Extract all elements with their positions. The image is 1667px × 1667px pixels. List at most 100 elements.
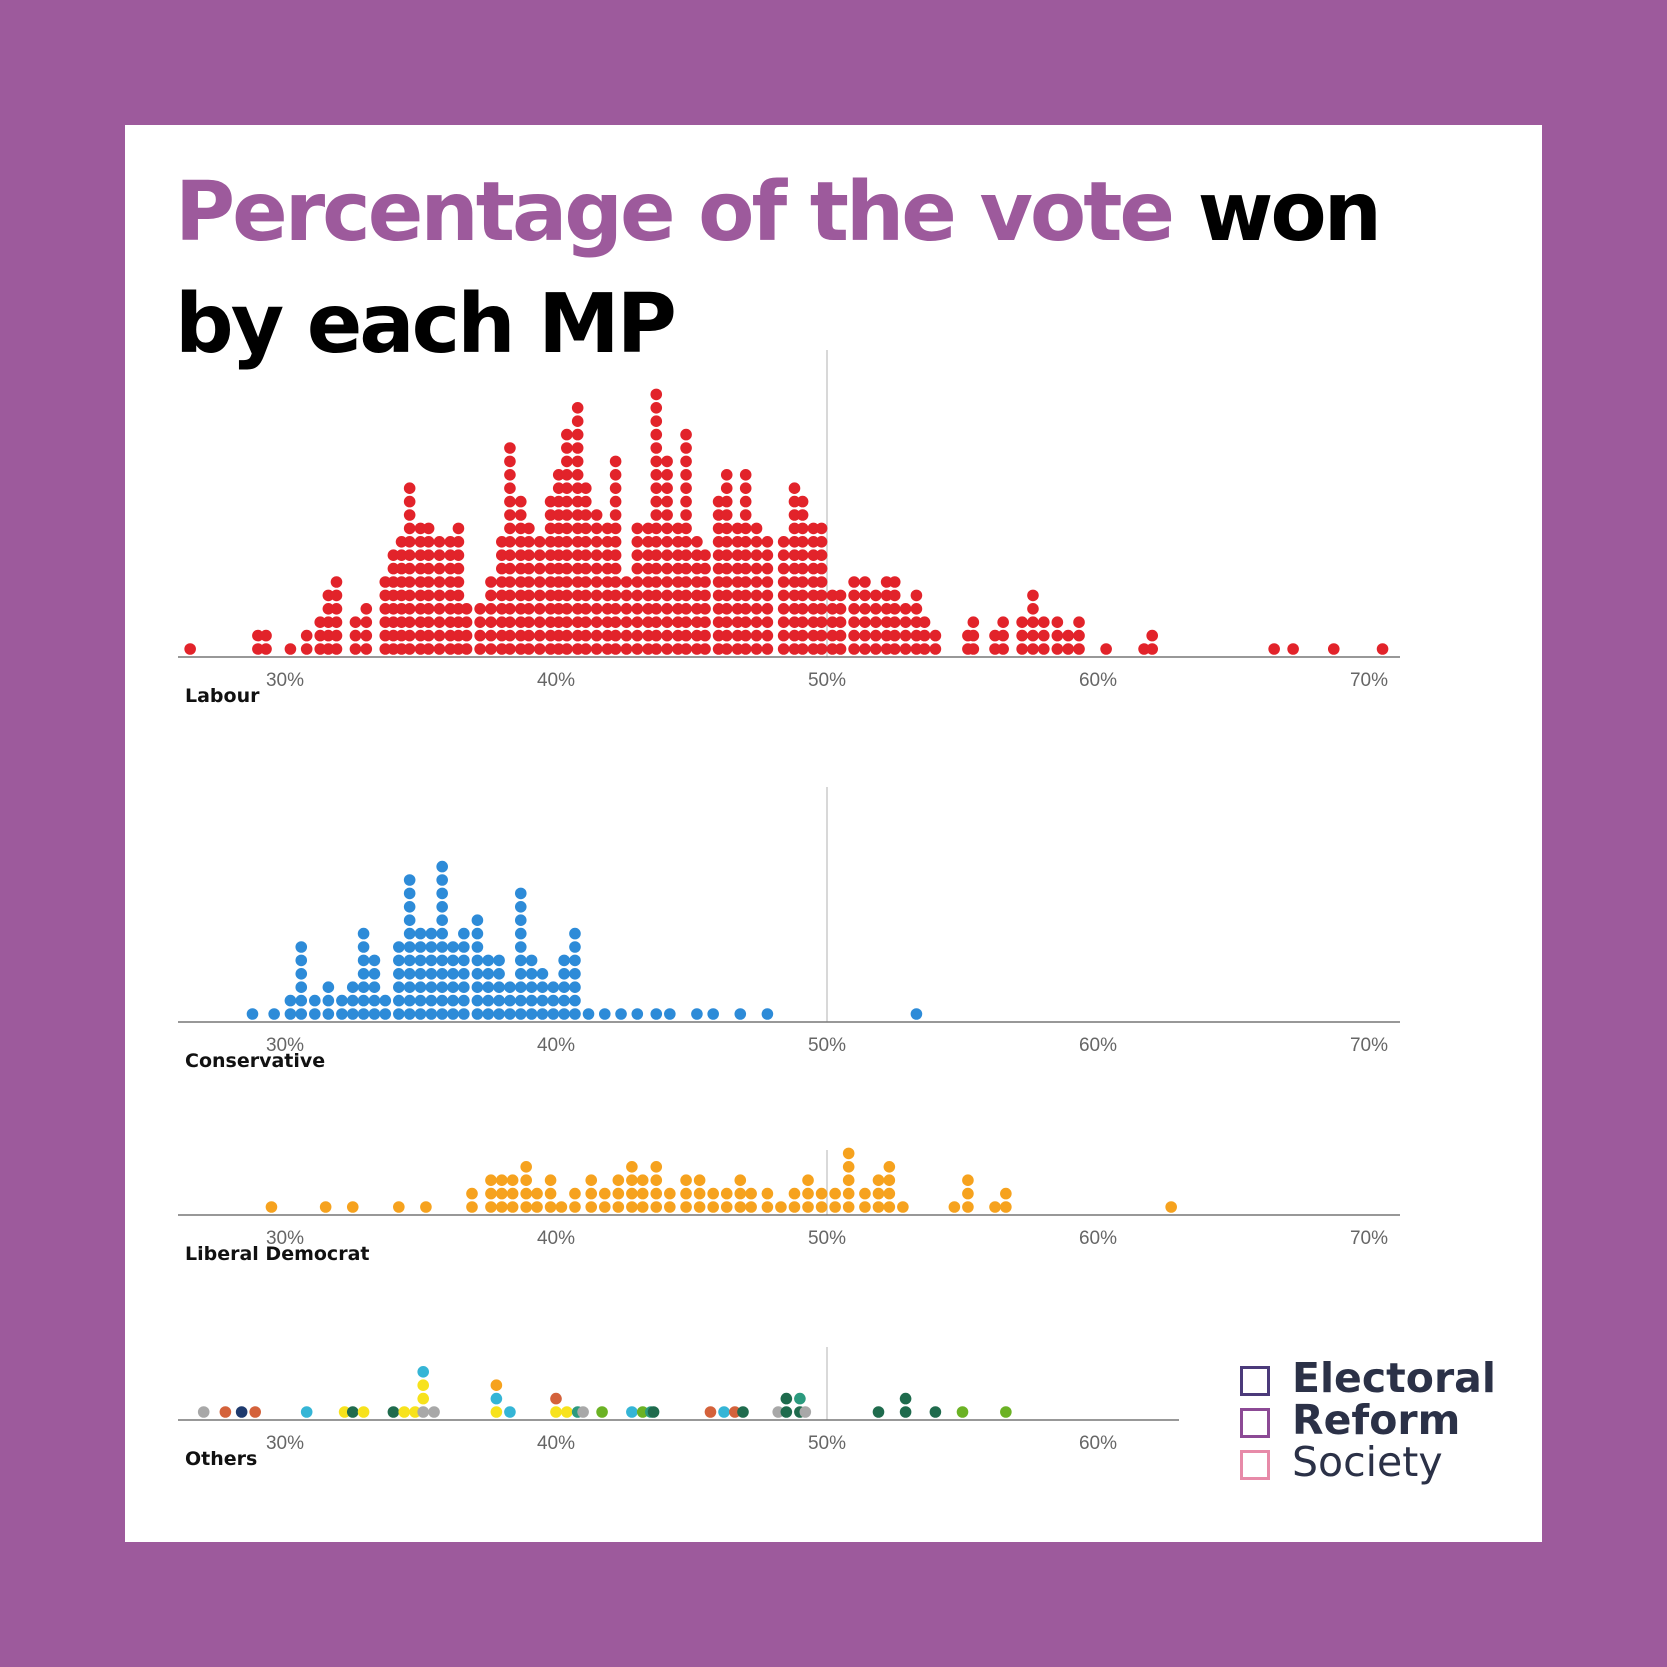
labour-dot (731, 536, 744, 548)
conservative-dot (414, 994, 427, 1007)
labour-dot (848, 629, 860, 642)
liberal-democrat-dot (680, 1187, 692, 1200)
labour-dot (514, 643, 527, 655)
labour-dot (514, 576, 527, 588)
conservative-dot (379, 1008, 392, 1020)
conservative-dot (436, 968, 448, 980)
labour-dot (590, 616, 603, 628)
labour-dot (899, 603, 912, 615)
labour-dot (601, 589, 614, 602)
labour-dot (552, 509, 565, 521)
conservative-dot (525, 981, 538, 993)
liberal-democrat-dot (585, 1174, 598, 1186)
labour-dot (807, 536, 820, 548)
conservative-dot (691, 1008, 703, 1020)
labour-dot (433, 589, 446, 602)
labour-dot (580, 589, 592, 602)
labour-dot (403, 562, 416, 575)
labour-dot (571, 549, 584, 561)
liberal-democrat-dot (872, 1187, 885, 1200)
conservative-dot (471, 981, 484, 993)
labour-dot (739, 469, 752, 481)
labour-dot (590, 629, 603, 642)
labour-dot (661, 495, 673, 508)
liberal-democrat-dot (506, 1187, 519, 1200)
conservative-dot (447, 941, 459, 953)
others-dot (799, 1406, 812, 1418)
labour-dot (514, 629, 527, 642)
conservative-dot (493, 994, 505, 1007)
labour-dot (834, 616, 847, 628)
liberal-democrat-dot (485, 1174, 497, 1186)
labour-dot (395, 629, 408, 642)
labour-dot (590, 562, 603, 575)
conservative-dot (569, 994, 581, 1007)
conservative-dot (309, 1008, 321, 1020)
labour-dot (788, 576, 801, 588)
labour-tick-label: 70% (1350, 670, 1388, 691)
labour-dot (504, 562, 516, 575)
labour-dot (403, 629, 416, 642)
labour-dot (967, 643, 980, 655)
labour-dot (650, 603, 663, 615)
labour-dot (642, 589, 654, 602)
liberal-democrat-dot (680, 1174, 692, 1186)
labour-dot (888, 576, 901, 588)
labour-dot (848, 603, 860, 615)
conservative-dot (436, 927, 448, 940)
labour-dot (514, 562, 527, 575)
labour-dot (720, 469, 733, 481)
others-dot (1000, 1406, 1012, 1418)
labour-dot (523, 589, 535, 602)
others-dot (417, 1392, 430, 1405)
labour-dot (750, 603, 763, 615)
labour-dot (387, 629, 400, 642)
conservative-tick-label: 40% (537, 1035, 575, 1056)
labour-dot (631, 629, 644, 642)
labour-tick-label: 50% (808, 670, 846, 691)
labour-dot (444, 536, 457, 548)
conservative-dot (246, 1008, 259, 1020)
labour-dot (1146, 643, 1158, 655)
conservative-dot (436, 941, 448, 953)
labour-dot (571, 522, 584, 535)
liberal-democrat-dot (531, 1201, 543, 1213)
labour-dot (379, 643, 392, 655)
conservative-dot (558, 954, 570, 967)
others-dot (729, 1406, 741, 1418)
labour-dot (680, 603, 692, 615)
liberal-democrat-dot (265, 1201, 278, 1213)
liberal-democrat-dot (569, 1201, 581, 1213)
labour-dot (433, 562, 446, 575)
labour-dot (452, 629, 465, 642)
conservative-dot (525, 1008, 538, 1020)
others-series-label: Others (185, 1448, 257, 1470)
labour-dot (360, 643, 373, 655)
labour-dot (788, 616, 801, 628)
labour-dot (777, 536, 790, 548)
labour-dot (650, 629, 663, 642)
labour-dot (474, 643, 486, 655)
labour-dot (642, 603, 654, 615)
conservative-dot (403, 954, 416, 967)
conservative-dot (309, 994, 321, 1007)
labour-dot (379, 576, 392, 588)
conservative-dot (514, 954, 527, 967)
labour-dot (1027, 603, 1039, 615)
labour-dot (888, 589, 901, 602)
labour-dot (571, 576, 584, 588)
conservative-dot (295, 1008, 308, 1020)
labour-dot (403, 643, 416, 655)
labour-dot (504, 603, 516, 615)
others-dot (780, 1406, 793, 1418)
conservative-dot (458, 954, 470, 967)
labour-dot (552, 495, 565, 508)
liberal-democrat-dot (883, 1161, 896, 1173)
labour-dot (252, 629, 264, 642)
labour-dot (609, 643, 622, 655)
labour-dot (552, 643, 565, 655)
conservative-dot (615, 1008, 627, 1020)
conservative-dot (436, 901, 448, 913)
conservative-dot (471, 1008, 484, 1020)
labour-dot (720, 562, 733, 575)
